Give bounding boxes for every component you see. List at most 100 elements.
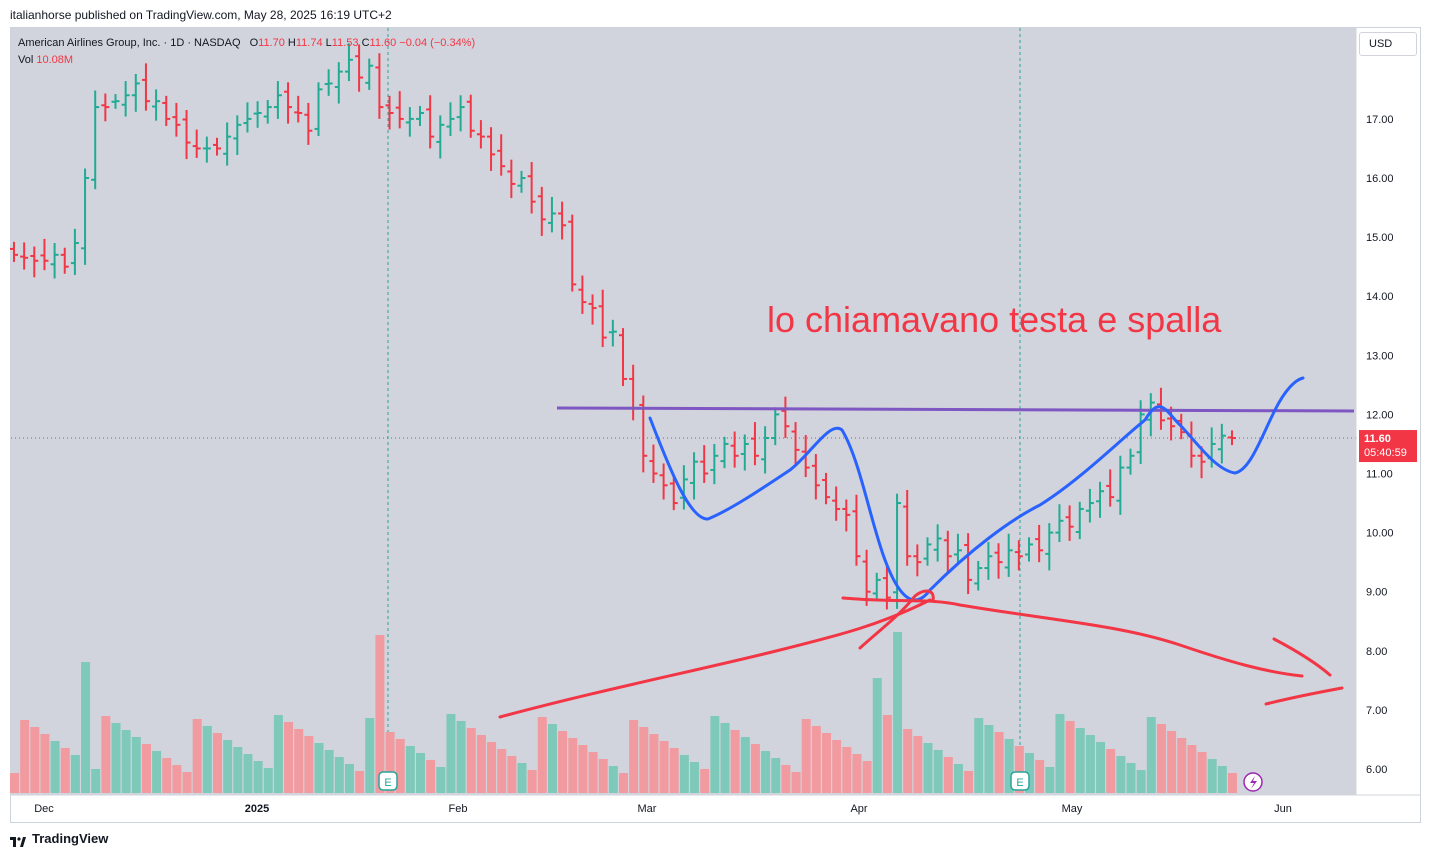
volume-bar: [1197, 752, 1207, 793]
ohlc-bar: [913, 544, 923, 793]
volume-bar: [314, 743, 324, 793]
ohlc-bar: [619, 328, 628, 793]
volume-bar: [1228, 773, 1237, 793]
volume-bar: [740, 737, 750, 793]
volume-bar: [547, 724, 557, 793]
legend-vol-label: Vol: [18, 54, 34, 66]
legend-low-value: 11.53: [331, 37, 359, 49]
ohlc-bar: [253, 101, 263, 793]
volume-bar: [284, 722, 294, 793]
earnings-marker: E: [1010, 771, 1030, 791]
volume-bar: [1167, 731, 1177, 793]
price-tick-label: 14.00: [1366, 291, 1394, 303]
ohlc-bar: [436, 115, 446, 793]
volume-bar: [537, 717, 547, 793]
volume-bar: [91, 769, 101, 793]
ohlc-bar: [1065, 505, 1075, 793]
legend-symbol: American Airlines Group, Inc. · 1D · NAS…: [18, 37, 241, 49]
volume-bar: [1085, 735, 1095, 793]
volume-bar: [1035, 760, 1045, 793]
ohlc-bar: [1025, 537, 1034, 793]
volume-bar: [862, 761, 872, 793]
volume-bar: [416, 753, 425, 793]
volume-bar: [385, 732, 395, 793]
ohlc-bar: [487, 127, 497, 793]
volume-bar: [608, 766, 618, 793]
ohlc-bar: [294, 95, 304, 793]
ohlc-bar: [121, 81, 131, 793]
volume-bar: [1055, 714, 1065, 793]
volume-bar: [60, 748, 70, 793]
price-tick-label: 7.00: [1366, 705, 1387, 717]
volume-bar: [761, 751, 771, 793]
volume-bar: [974, 718, 984, 793]
ohlc-bar: [304, 102, 314, 793]
ohlc-bar: [1014, 540, 1024, 793]
ohlc-bar: [20, 242, 30, 793]
volume-bar: [50, 741, 60, 793]
ohlc-bar: [81, 168, 91, 793]
volume-bar: [710, 716, 720, 793]
volume-bar: [426, 760, 436, 793]
earnings-label: E: [384, 777, 391, 789]
volume-bar: [598, 759, 608, 793]
volume-bar: [882, 715, 892, 793]
ohlc-bar: [507, 159, 517, 793]
footer-brand[interactable]: TradingView: [10, 831, 108, 847]
price-badge-countdown: 05:40:59: [1364, 447, 1407, 459]
volume-bar: [659, 741, 669, 793]
ohlc-bar: [314, 82, 324, 793]
time-tick-label: Feb: [449, 803, 468, 815]
volume-bar: [1177, 738, 1187, 793]
legend-change: −0.04 (−0.34%): [399, 37, 476, 49]
ohlc-bar: [598, 289, 608, 793]
ohlc-bar: [324, 69, 334, 793]
ohlc-bar: [284, 82, 294, 793]
volume-bar: [781, 765, 791, 793]
ohlc-bar: [893, 493, 903, 793]
volume-bar: [507, 756, 517, 793]
ohlc-bar: [263, 99, 273, 793]
ohlc-bar: [91, 90, 101, 793]
volume-bar: [588, 752, 598, 793]
ohlc-bar: [60, 247, 70, 793]
ohlc-bar: [172, 102, 182, 793]
ohlc-bar: [964, 533, 974, 793]
volume-bar: [822, 733, 831, 793]
volume-bar: [1004, 739, 1014, 793]
volume-bar: [131, 737, 141, 793]
volume-bar: [20, 720, 30, 793]
volume-bar: [334, 757, 344, 793]
publish-info: italianhorse published on TradingView.co…: [10, 8, 392, 22]
earnings-badge: [1010, 771, 1030, 791]
volume-bar: [619, 773, 628, 793]
volume-bar: [223, 740, 233, 793]
ohlc-bar: [669, 476, 679, 793]
volume-bar: [669, 748, 679, 793]
volume-bar: [679, 755, 689, 793]
volume-bar: [324, 750, 334, 793]
ohlc-bar: [710, 443, 720, 793]
price-tick-label: 10.00: [1366, 528, 1394, 540]
ohlc-bar: [273, 81, 283, 793]
ohlc-bar: [953, 533, 963, 793]
legend-close-label: C: [361, 37, 370, 49]
volume-bar: [1136, 770, 1146, 793]
volume-bar: [395, 739, 405, 793]
ohlc-bar: [162, 95, 172, 793]
ohlc-bar: [30, 246, 40, 793]
currency-button[interactable]: USD: [1359, 32, 1417, 56]
volume-bar: [953, 764, 963, 793]
ohlc-bar: [984, 542, 994, 793]
ohlc-bar: [872, 572, 882, 793]
volume-bar: [720, 723, 730, 793]
legend-low-label: L: [325, 37, 332, 49]
ohlc-bar: [700, 445, 710, 793]
volume-bar: [558, 731, 568, 793]
ohlc-bar: [202, 136, 212, 793]
ohlc-bar: [182, 110, 192, 793]
ohlc-bar: [852, 494, 862, 793]
volume-bar: [811, 726, 821, 793]
price-tick-label: 8.00: [1366, 646, 1387, 658]
